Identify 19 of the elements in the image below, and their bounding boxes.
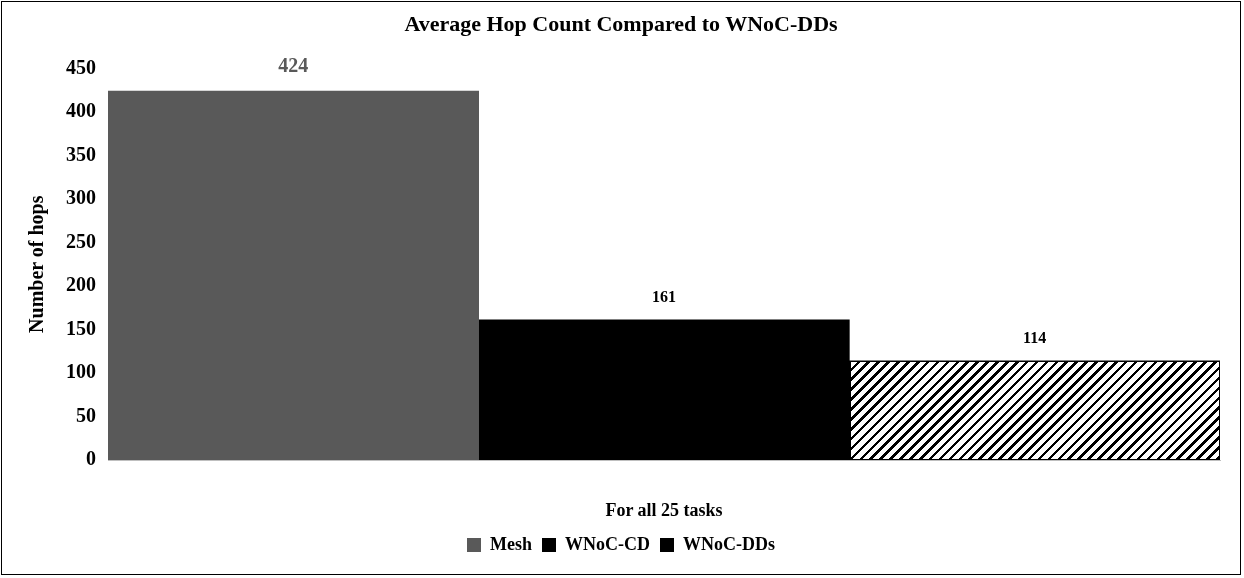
y-tick-label: 200	[66, 273, 96, 296]
data-label: 161	[652, 288, 676, 306]
y-axis-title: Number of hops	[25, 195, 49, 333]
x-axis-title: For all 25 tasks	[605, 499, 723, 520]
y-tick-label: 300	[66, 186, 96, 209]
legend-label: WNoC-CD	[565, 533, 650, 554]
y-tick-label: 250	[66, 229, 96, 252]
y-tick-label: 400	[66, 99, 96, 122]
legend-label: Mesh	[490, 533, 533, 554]
y-tick-label: 50	[76, 403, 96, 426]
y-tick-label: 150	[66, 316, 96, 339]
data-label: 114	[1023, 328, 1047, 346]
data-label: 424	[278, 54, 309, 77]
chart-title: Average Hop Count Compared to WNoC-DDs	[404, 10, 839, 36]
y-tick-label: 450	[66, 55, 96, 78]
y-tick-label: 100	[66, 360, 96, 383]
legend-label: WNoC-DDs	[682, 533, 775, 554]
y-tick-label: 350	[66, 142, 96, 165]
y-tick-label: 0	[86, 447, 96, 470]
